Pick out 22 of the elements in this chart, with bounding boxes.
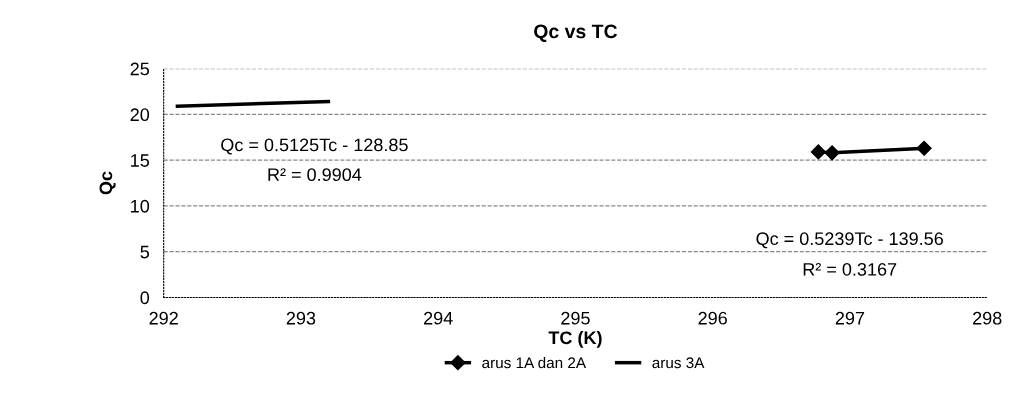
y-tick-label: 0 (140, 291, 150, 305)
y-tick-label: 5 (140, 245, 150, 259)
legend-label: arus 1A dan 2A (482, 356, 587, 369)
y-tick-label: 25 (130, 62, 150, 76)
x-tick-label: 295 (561, 311, 590, 325)
x-tick-label: 294 (424, 311, 453, 325)
annotation: Qc = 0.5239Tc - 139.56 (756, 232, 943, 249)
chart-title: Qc vs TC (534, 24, 618, 42)
x-tick-label: 298 (973, 311, 1002, 325)
y-tick-label: 15 (131, 154, 150, 167)
x-tick-label: 293 (286, 311, 316, 325)
annotation: Qc = 0.5125Tc - 128.85 (221, 138, 408, 155)
x-tick-label: 292 (149, 311, 178, 325)
y-tick-label: 10 (131, 199, 150, 213)
y-axis-title: Qc (99, 171, 116, 195)
y-tick-label: 20 (130, 108, 150, 122)
annotation: R² = 0.9904 (268, 168, 362, 182)
annotation: R² = 0.3167 (803, 262, 897, 276)
x-axis-title: TC (K) (548, 330, 602, 348)
legend-label: arus 3A (652, 357, 705, 369)
x-tick-label: 296 (698, 311, 727, 325)
x-tick-label: 297 (835, 311, 865, 325)
